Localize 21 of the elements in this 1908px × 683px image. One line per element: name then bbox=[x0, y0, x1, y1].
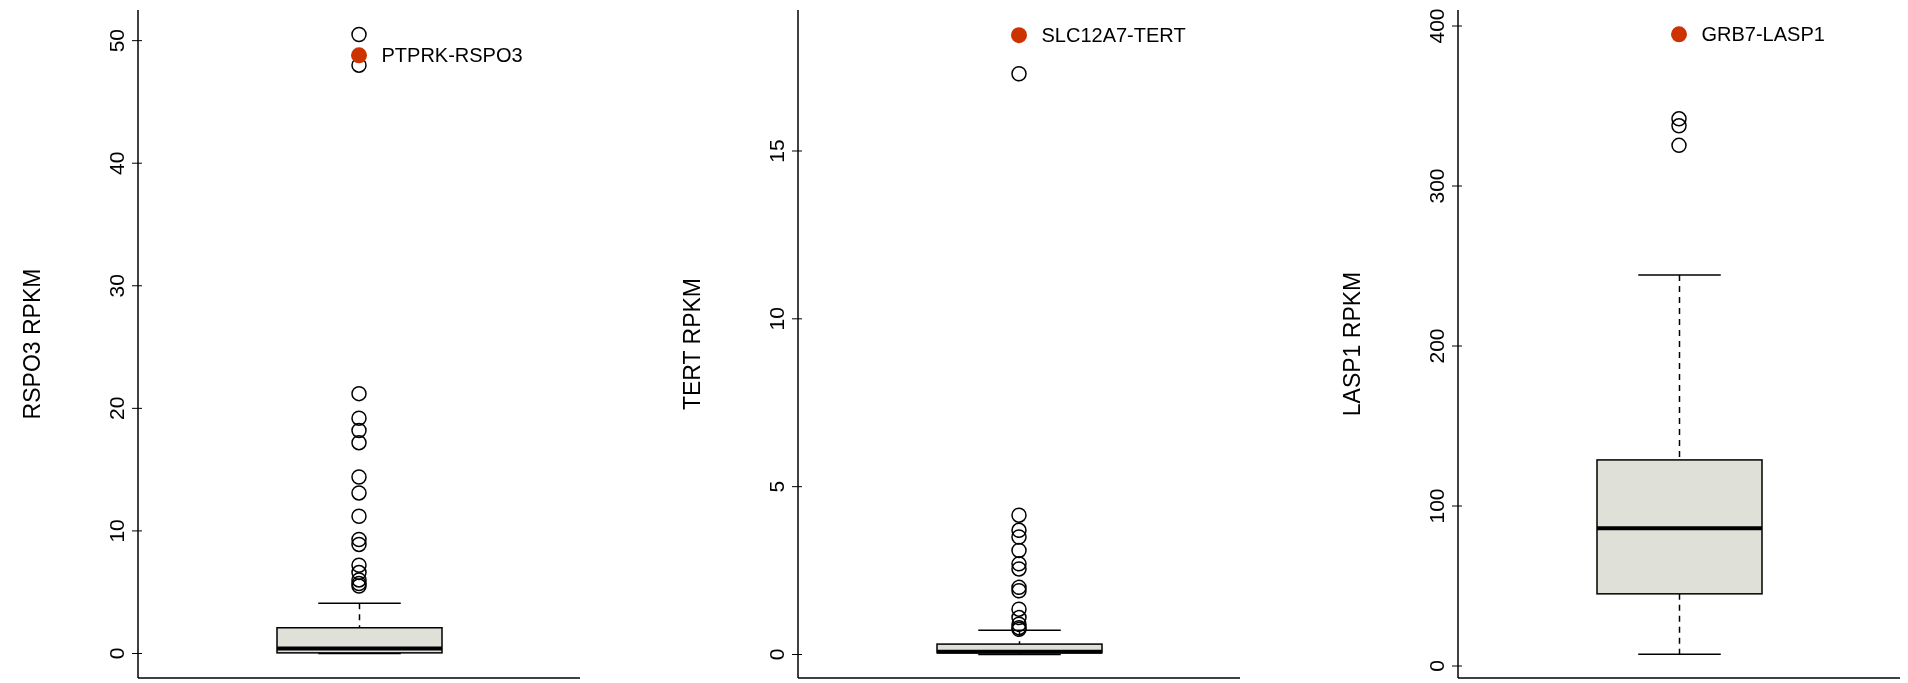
y-tick-label: 0 bbox=[765, 648, 788, 661]
y-tick-label: 15 bbox=[765, 139, 788, 163]
series-label: GRB7-LASP1 bbox=[1701, 23, 1825, 46]
y-tick-label: 0 bbox=[105, 647, 128, 660]
series-label: SLC12A7-TERT bbox=[1041, 24, 1186, 47]
y-tick-label: 10 bbox=[765, 307, 788, 331]
y-axis-title: LASP1 RPKM bbox=[1339, 271, 1366, 417]
series-label: PTPRK-RSPO3 bbox=[381, 44, 523, 67]
y-tick-label: 40 bbox=[105, 151, 128, 175]
y-axis-title: RSPO3 RPKM bbox=[19, 268, 46, 420]
y-tick-label: 400 bbox=[1425, 8, 1448, 44]
y-tick-label: 5 bbox=[765, 480, 788, 493]
y-tick-label: 100 bbox=[1425, 488, 1448, 524]
y-axis-title: TERT RPKM bbox=[679, 277, 706, 411]
y-tick-label: 30 bbox=[105, 274, 128, 298]
y-tick-label: 10 bbox=[105, 519, 128, 543]
y-tick-label: 50 bbox=[105, 28, 128, 53]
y-tick-label: 200 bbox=[1425, 328, 1448, 364]
y-tick-label: 0 bbox=[1425, 660, 1448, 672]
y-tick-label: 20 bbox=[105, 396, 128, 421]
y-tick-label: 300 bbox=[1425, 168, 1448, 204]
